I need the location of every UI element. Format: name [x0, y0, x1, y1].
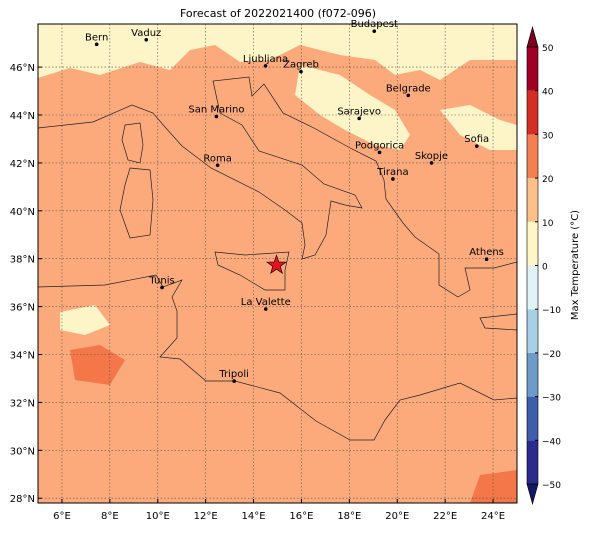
city-label: Podgorica	[355, 140, 404, 151]
colorbar-bin	[527, 134, 538, 179]
cool-region	[60, 305, 110, 335]
map-frame	[37, 23, 518, 504]
city-label: Budapest	[351, 19, 398, 30]
cool-region	[440, 105, 517, 150]
city-dot	[406, 93, 411, 98]
colorbar-bin	[527, 265, 538, 310]
city-label: Sarajevo	[337, 106, 381, 117]
location-marker	[266, 254, 287, 275]
colorbar-bin	[527, 309, 538, 353]
city-dot	[160, 285, 164, 290]
x-tick-label: 18°E	[337, 511, 361, 522]
colorbar-bin	[527, 47, 538, 91]
x-tick-label: 10°E	[146, 511, 170, 522]
colorbar-tick-label: 30	[542, 131, 554, 141]
city-label: Roma	[203, 153, 232, 164]
city-dot	[215, 163, 220, 168]
y-tick-label: 42°N	[10, 159, 35, 170]
graticule: 6°E 8°E 10°E 12°E 14°E 16°E 18°E 20°E 22°E 24°E 28…	[10, 24, 517, 522]
city-label: Vaduz	[131, 28, 161, 39]
x-tick-label: 6°E	[53, 511, 71, 522]
colorbar: −50 −40 −30 −20 −10 0 10 20 30 40 50	[526, 25, 561, 506]
x-tick-label: 12°E	[194, 511, 218, 522]
city-label: Bern	[85, 32, 108, 43]
colorbar-bin	[527, 90, 538, 135]
x-tick-label: 24°E	[481, 511, 505, 522]
colorbar-bin	[527, 396, 538, 441]
warm-region	[70, 345, 125, 385]
sea	[38, 76, 517, 441]
crete	[479, 313, 517, 331]
colorbar-tick-label: −40	[542, 437, 561, 447]
colorbar-bin	[527, 221, 538, 266]
city-label: Tripoli	[218, 369, 249, 380]
sicily	[214, 251, 290, 291]
city-dot	[484, 257, 489, 261]
warm-region	[470, 470, 517, 503]
city-dot	[263, 64, 268, 68]
city-dot	[299, 69, 303, 74]
title: Forecast of 2022021400 (f072-096)	[180, 7, 376, 20]
city-dot	[474, 144, 479, 148]
city-label: La Valette	[241, 297, 291, 308]
city-dot	[357, 116, 361, 121]
colorbar-bin	[527, 440, 538, 484]
city-dot	[429, 161, 434, 165]
colorbar-tick-label: −50	[542, 481, 561, 491]
colorbar-label: Max Temperature (°C)	[570, 210, 581, 320]
colorbar-tick-label: 10	[542, 219, 554, 229]
y-tick-label: 28°N	[10, 494, 35, 505]
y-tick-label: 32°N	[10, 398, 35, 409]
x-tick-label: 14°E	[242, 511, 266, 522]
city-label: San Marino	[188, 104, 244, 115]
city-dot	[263, 307, 268, 311]
y-tick-label: 44°N	[10, 111, 35, 122]
colorbar-tick-label: −20	[542, 350, 561, 360]
x-tick-label: 22°E	[433, 511, 457, 522]
x-tick-label: 20°E	[385, 511, 409, 522]
y-tick-label: 46°N	[10, 63, 35, 74]
city-label: Tirana	[376, 167, 408, 178]
x-tick-label: 8°E	[101, 511, 119, 522]
city-dot	[391, 177, 395, 181]
city-dot	[214, 114, 219, 119]
city-dot	[232, 379, 236, 383]
colorbar-bin	[527, 178, 538, 222]
city-label: Tunis	[148, 275, 174, 286]
city-label: Ljubljana	[243, 54, 288, 65]
city-label: Zagreb	[283, 60, 319, 71]
city-label: Belgrade	[386, 83, 431, 94]
y-tick-label: 30°N	[10, 446, 35, 457]
colorbar-tick-label: 0	[542, 263, 548, 273]
x-tick-label: 16°E	[289, 511, 313, 522]
city-dot	[94, 42, 99, 47]
colorbar-tick-label: −30	[542, 394, 561, 404]
colorbar-tick-label: 40	[542, 88, 554, 98]
colorbar-tick-label: 20	[542, 175, 554, 185]
y-tick-label: 40°N	[10, 207, 35, 218]
colorbar-bin	[527, 352, 538, 397]
y-tick-label: 38°N	[10, 255, 35, 266]
city-label: Sofia	[464, 134, 489, 145]
city-dot	[372, 29, 377, 33]
city-dot	[144, 38, 149, 42]
cool-region	[295, 65, 410, 150]
y-tick-label: 34°N	[10, 351, 35, 362]
colorbar-under	[526, 483, 539, 506]
colorbar-over	[526, 25, 539, 48]
city-dot	[377, 150, 382, 155]
colorbar-tick-label: −10	[542, 306, 561, 316]
sardinia	[119, 167, 154, 239]
city-label: Skopje	[415, 151, 448, 162]
colorbar-tick-label: 50	[542, 44, 554, 54]
y-tick-label: 36°N	[10, 303, 35, 314]
city-label: Athens	[469, 247, 504, 258]
